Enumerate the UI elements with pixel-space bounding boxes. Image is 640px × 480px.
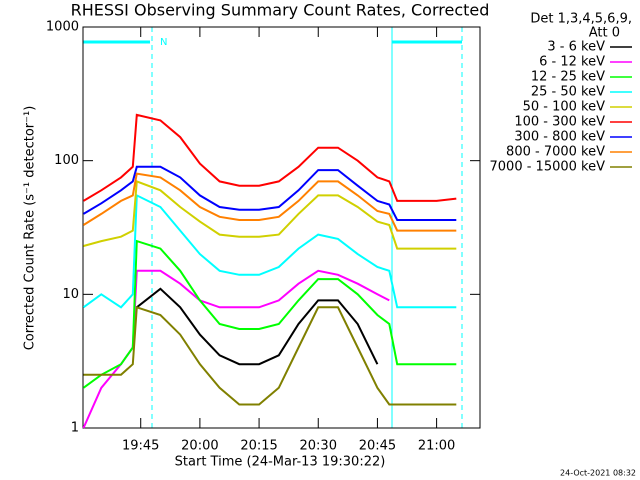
- x-tick-label: 21:00: [418, 439, 455, 454]
- legend-label: 100 - 300 keV: [514, 115, 605, 130]
- legend-label: 3 - 6 keV: [547, 40, 605, 55]
- legend-label: 25 - 50 keV: [531, 85, 605, 100]
- x-tick-label: 20:15: [240, 439, 277, 454]
- series-line: [83, 179, 457, 250]
- series-line: [83, 305, 457, 406]
- legend-label: 300 - 800 keV: [514, 130, 605, 145]
- x-axis-label: Start Time (24-Mar-13 19:30:22): [175, 455, 386, 470]
- legend-label: 50 - 100 keV: [523, 100, 606, 115]
- y-tick-label: 10: [62, 287, 79, 302]
- legend-label: 6 - 12 keV: [539, 55, 605, 70]
- series-line: [82, 239, 457, 389]
- series-line: [82, 113, 457, 202]
- series-line: [82, 165, 457, 221]
- x-tick-label: 20:30: [300, 439, 337, 454]
- legend-header: Att 0: [589, 26, 620, 41]
- plot-frame: [82, 26, 481, 429]
- y-tick-label: 1000: [46, 20, 79, 35]
- x-tick-label: 19:45: [122, 439, 159, 454]
- y-tick-label: 1: [71, 421, 79, 436]
- legend-label: 800 - 7000 keV: [506, 145, 605, 160]
- x-tick-label: 20:45: [359, 439, 396, 454]
- series-line: [82, 193, 457, 309]
- annotation: N: [160, 37, 167, 48]
- y-axis-label: Corrected Count Rate (s⁻¹ detector⁻¹): [23, 106, 38, 351]
- legend-header: Det 1,3,4,5,6,9,: [530, 12, 632, 27]
- footer: 24-Oct-2021 08:32: [560, 469, 636, 478]
- series-line: [136, 287, 379, 366]
- y-tick-label: 100: [54, 153, 79, 168]
- x-tick-label: 20:00: [181, 439, 218, 454]
- legend-label: 12 - 25 keV: [531, 70, 605, 85]
- legend-label: 7000 - 15000 keV: [490, 160, 606, 175]
- chart-title: RHESSI Observing Summary Count Rates, Co…: [71, 1, 490, 20]
- series-line: [82, 172, 457, 232]
